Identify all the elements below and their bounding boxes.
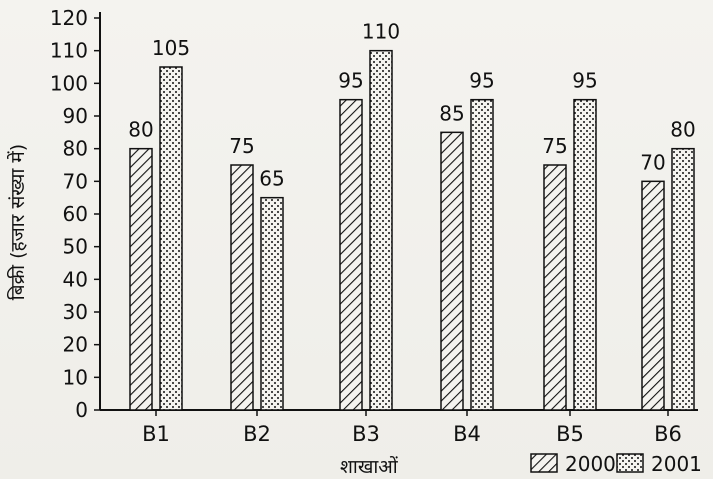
legend-swatch-2000 bbox=[530, 453, 558, 473]
bar-b3-2001 bbox=[369, 49, 393, 411]
y-tick-label: 120 bbox=[50, 6, 88, 30]
bar-b2-2000 bbox=[230, 164, 254, 411]
bar-b6-2001 bbox=[671, 147, 695, 411]
data-label-b6-2001: 80 bbox=[670, 118, 695, 142]
y-tick-label: 0 bbox=[75, 398, 88, 422]
category-label: B1 bbox=[142, 422, 170, 446]
bar-b4-2001 bbox=[470, 98, 494, 411]
bar-b4-2000 bbox=[440, 131, 464, 411]
x-axis bbox=[100, 409, 698, 416]
y-tick-label: 10 bbox=[63, 365, 88, 389]
legend-label-2001: 2001 bbox=[651, 452, 702, 476]
data-label-b3-2000: 95 bbox=[338, 69, 363, 93]
y-tick-label: 100 bbox=[50, 71, 88, 95]
bar-b1-2001 bbox=[159, 66, 183, 411]
data-label-b2-2000: 75 bbox=[229, 134, 254, 158]
y-tick-label: 50 bbox=[63, 235, 88, 259]
legend: 2000 2001 bbox=[530, 452, 702, 476]
y-tick-label: 20 bbox=[63, 333, 88, 357]
y-tick-label: 60 bbox=[63, 202, 88, 226]
data-label-b4-2000: 85 bbox=[439, 101, 464, 125]
y-tick-label: 30 bbox=[63, 300, 88, 324]
y-tick-label: 40 bbox=[63, 267, 88, 291]
bar-b5-2000 bbox=[543, 164, 567, 411]
bar-b6-2000 bbox=[641, 180, 665, 411]
category-label: B6 bbox=[654, 422, 682, 446]
legend-label-2000: 2000 bbox=[565, 452, 616, 476]
x-axis-title: शाखाओं bbox=[340, 455, 398, 478]
data-label-b2-2001: 65 bbox=[259, 167, 284, 191]
data-label-b3-2001: 110 bbox=[362, 20, 400, 44]
category-label: B4 bbox=[453, 422, 481, 446]
y-axis: 0 10 20 30 40 50 60 70 80 90 100 110 120 bbox=[50, 6, 101, 422]
bar-b5-2001 bbox=[573, 98, 597, 411]
bar-b3-2000 bbox=[339, 98, 363, 411]
y-tick-label: 110 bbox=[50, 39, 88, 63]
y-axis-title: बिक्री (हजार संख्या में) bbox=[6, 144, 29, 300]
data-label-b1-2001: 105 bbox=[152, 36, 190, 60]
data-label-b6-2000: 70 bbox=[640, 150, 665, 174]
y-tick-label: 90 bbox=[63, 104, 88, 128]
y-tick-label: 80 bbox=[63, 137, 88, 161]
data-label-b4-2001: 95 bbox=[469, 69, 494, 93]
data-label-b5-2000: 75 bbox=[542, 134, 567, 158]
category-labels: B1 B2 B3 B4 B5 B6 bbox=[142, 422, 682, 446]
y-tick-label: 70 bbox=[63, 169, 88, 193]
bar-b2-2001 bbox=[260, 196, 284, 411]
category-label: B2 bbox=[243, 422, 271, 446]
data-label-b5-2001: 95 bbox=[572, 69, 597, 93]
category-label: B5 bbox=[556, 422, 584, 446]
bars bbox=[129, 49, 695, 411]
legend-swatch-2001 bbox=[616, 453, 644, 473]
data-label-b1-2000: 80 bbox=[128, 118, 153, 142]
bar-b1-2000 bbox=[129, 147, 153, 411]
category-label: B3 bbox=[352, 422, 380, 446]
